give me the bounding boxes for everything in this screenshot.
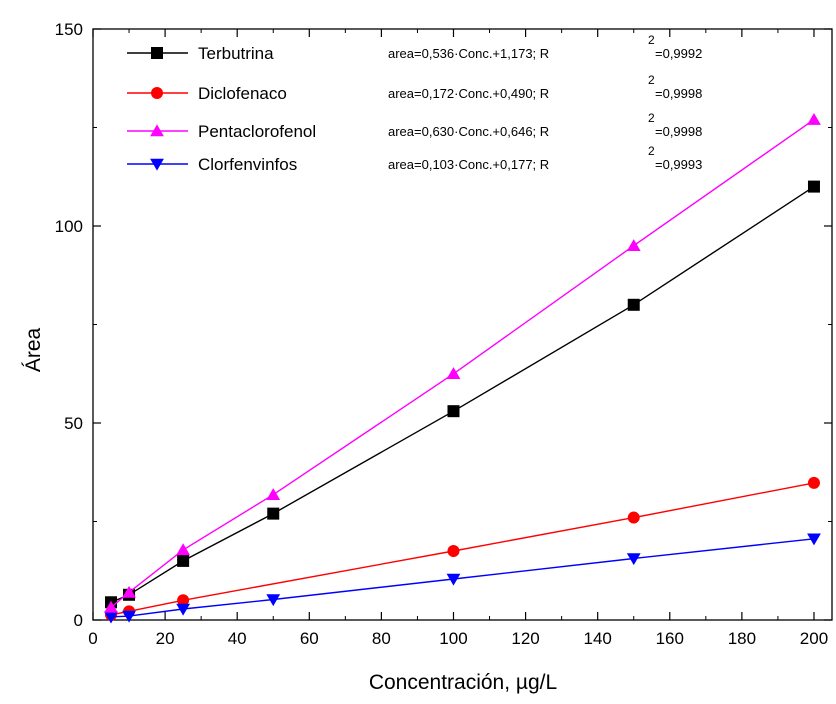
data-point bbox=[446, 367, 461, 380]
x-axis-title: Concentración, µg/L bbox=[369, 671, 557, 694]
data-point bbox=[176, 603, 191, 616]
legend-marker bbox=[151, 47, 163, 59]
regression-equation: area=0,536·Conc.+1,173; R bbox=[388, 46, 549, 61]
x-tick-label: 100 bbox=[439, 629, 467, 648]
series-pentaclorofenol bbox=[104, 113, 821, 613]
data-point bbox=[122, 610, 136, 623]
r-squared-exponent: 2 bbox=[648, 73, 655, 87]
y-tick-label: 0 bbox=[74, 611, 83, 630]
data-point bbox=[807, 476, 820, 489]
data-point bbox=[104, 600, 118, 613]
y-tick-label: 100 bbox=[55, 217, 83, 236]
x-tick-label: 20 bbox=[156, 629, 175, 648]
y-tick-label: 150 bbox=[55, 20, 83, 39]
x-tick-label: 120 bbox=[511, 629, 539, 648]
data-point bbox=[446, 573, 461, 586]
legend-marker bbox=[151, 87, 163, 99]
data-point bbox=[176, 543, 191, 556]
r-squared-value: =0,9998 bbox=[655, 124, 702, 139]
data-point bbox=[122, 585, 136, 598]
r-squared-value: =0,9998 bbox=[655, 86, 702, 101]
x-tick-label: 40 bbox=[228, 629, 247, 648]
legend-label: Diclofenaco bbox=[198, 84, 287, 103]
y-tick-label: 50 bbox=[64, 414, 83, 433]
data-point bbox=[266, 594, 281, 607]
x-tick-label: 200 bbox=[800, 629, 828, 648]
r-squared-exponent: 2 bbox=[648, 33, 655, 47]
axis-ticks: 0 20 40 60 80 100 120 140 160 180 200 0 50 100 150 bbox=[55, 20, 832, 648]
x-tick-label: 0 bbox=[88, 629, 97, 648]
data-point bbox=[266, 488, 281, 500]
series-terbutrina bbox=[105, 180, 820, 609]
legend: Terbutrina area=0,536·Conc.+1,173; R2=0,9… bbox=[127, 33, 702, 174]
data-point bbox=[626, 239, 641, 251]
data-point bbox=[807, 113, 821, 125]
x-tick-label: 60 bbox=[300, 629, 319, 648]
series-line bbox=[110, 186, 815, 603]
data-point bbox=[104, 611, 118, 624]
series-layer bbox=[104, 113, 821, 624]
data-point bbox=[177, 594, 190, 607]
y-axis-title: Área bbox=[22, 328, 45, 373]
series-line bbox=[110, 482, 815, 616]
x-tick-label: 140 bbox=[583, 629, 611, 648]
data-point bbox=[626, 553, 641, 566]
regression-equation: area=0,630·Conc.+0,646; R bbox=[388, 124, 549, 139]
data-point bbox=[627, 511, 640, 524]
data-point bbox=[807, 533, 821, 546]
regression-equation: area=0,172·Conc.+0,490; R bbox=[388, 86, 549, 101]
data-point bbox=[267, 507, 280, 520]
data-point bbox=[447, 545, 460, 558]
legend-marker bbox=[150, 158, 164, 171]
series-line bbox=[110, 538, 815, 618]
plot-border bbox=[92, 28, 833, 621]
x-tick-label: 180 bbox=[728, 629, 756, 648]
plot-frame bbox=[92, 28, 833, 621]
series-line bbox=[110, 119, 815, 608]
data-point bbox=[627, 298, 640, 311]
data-point bbox=[177, 554, 190, 567]
data-point bbox=[807, 180, 820, 193]
series-clorfenvinfos bbox=[104, 533, 821, 624]
legend-marker bbox=[150, 124, 164, 137]
r-squared-exponent: 2 bbox=[648, 111, 655, 125]
series-diclofenaco bbox=[105, 476, 820, 621]
legend-label: Terbutrina bbox=[198, 44, 274, 63]
x-tick-label: 80 bbox=[372, 629, 391, 648]
r-squared-value: =0,9992 bbox=[655, 46, 702, 61]
regression-equation: area=0,103·Conc.+0,177; R bbox=[388, 157, 549, 172]
legend-label: Pentaclorofenol bbox=[198, 122, 316, 141]
r-squared-exponent: 2 bbox=[648, 144, 655, 158]
data-point bbox=[447, 405, 460, 418]
x-tick-label: 160 bbox=[656, 629, 684, 648]
legend-label: Clorfenvinfos bbox=[198, 155, 297, 174]
r-squared-value: =0,9993 bbox=[655, 157, 702, 172]
